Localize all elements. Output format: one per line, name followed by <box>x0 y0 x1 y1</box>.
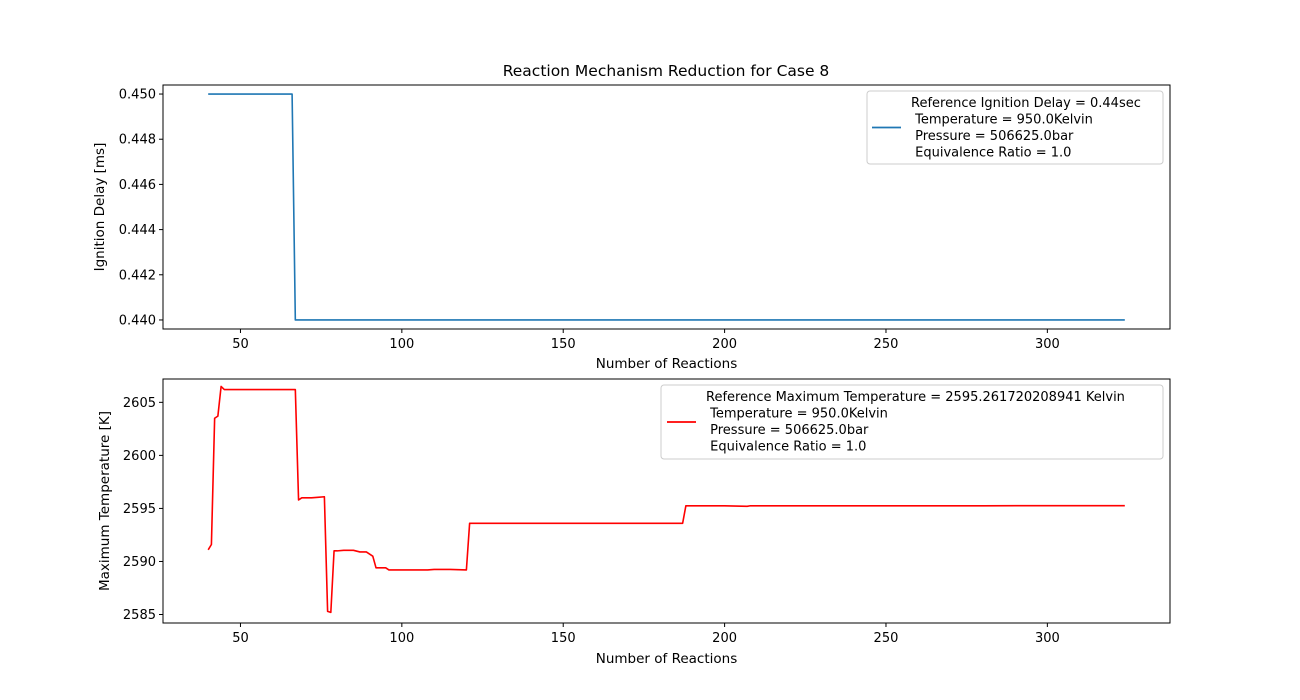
axes-frame-0 <box>162 84 1171 330</box>
x-tick-label-1-2: 150 <box>551 631 576 646</box>
x-tick-label-1-4: 250 <box>874 631 899 646</box>
legend-label-0: Reference Ignition Delay = 0.44sec Tempe… <box>911 96 1141 161</box>
legend-line-1-1: Temperature = 950.0Kelvin <box>706 407 888 422</box>
legend-line-0-0: Reference Ignition Delay = 0.44sec <box>911 96 1141 111</box>
x-tick-label-1-3: 200 <box>712 631 737 646</box>
legend-box-1 <box>660 384 1164 460</box>
x-tick-label-1-1: 100 <box>389 631 414 646</box>
legend-1: Reference Maximum Temperature = 2595.261… <box>660 384 1164 460</box>
y-tick-label-0-5: 0.450 <box>119 88 156 103</box>
x-axis-label-1: Number of Reactions <box>596 651 738 667</box>
legend-line-0-1: Temperature = 950.0Kelvin <box>911 113 1093 128</box>
series-line-1-0 <box>207 385 1125 614</box>
x-tick-label-0-4: 250 <box>874 337 899 352</box>
y-tick-label-0-4: 0.448 <box>119 133 156 148</box>
legend-box-0 <box>866 90 1164 165</box>
ignition-delay-panel: 50 100 150 200 250 300 0.440 0.442 0.444 0.446 0.4… <box>92 84 1171 372</box>
legend-line-1-0: Reference Maximum Temperature = 2595.261… <box>706 390 1125 405</box>
y-tick-label-0-3: 0.446 <box>119 178 156 193</box>
y-tick-label-0-2: 0.444 <box>119 223 156 238</box>
x-tick-label-1-0: 50 <box>232 631 249 646</box>
x-tick-label-1-5: 300 <box>1035 631 1060 646</box>
y-tick-label-1-3: 2600 <box>123 449 156 464</box>
y-tick-label-1-1: 2590 <box>123 555 156 570</box>
legend-line-1-3: Equivalence Ratio = 1.0 <box>706 440 866 455</box>
legend-0: Reference Ignition Delay = 0.44sec Tempe… <box>866 90 1164 165</box>
x-tick-label-0-3: 200 <box>712 337 737 352</box>
legend-line-0-3: Equivalence Ratio = 1.0 <box>911 146 1071 161</box>
y-tick-label-1-2: 2595 <box>123 502 156 517</box>
y-axis-label-1: Maximum Temperature [K] <box>97 411 113 591</box>
legend-line-1-2: Pressure = 506625.0bar <box>706 423 869 438</box>
x-tick-label-0-1: 100 <box>389 337 414 352</box>
legend-line-0-2: Pressure = 506625.0bar <box>911 129 1074 144</box>
series-line-0-0 <box>208 93 1125 321</box>
y-tick-label-1-0: 2585 <box>123 608 156 623</box>
legend-label-1: Reference Maximum Temperature = 2595.261… <box>706 390 1125 455</box>
x-tick-label-0-0: 50 <box>232 337 249 352</box>
x-tick-label-0-2: 150 <box>551 337 576 352</box>
y-tick-label-0-0: 0.440 <box>119 313 156 328</box>
x-tick-label-0-5: 300 <box>1035 337 1060 352</box>
y-tick-label-1-4: 2605 <box>123 396 156 411</box>
x-axis-label-0: Number of Reactions <box>596 356 738 372</box>
axes-frame-1 <box>162 378 1171 624</box>
chart-title: Reaction Mechanism Reduction for Case 8 <box>503 62 830 80</box>
y-tick-label-0-1: 0.442 <box>119 268 156 283</box>
y-axis-label-0: Ignition Delay [ms] <box>92 143 108 272</box>
max-temperature-panel: 50 100 150 200 250 300 2585 2590 2595 2600 2605 Num… <box>97 378 1171 667</box>
